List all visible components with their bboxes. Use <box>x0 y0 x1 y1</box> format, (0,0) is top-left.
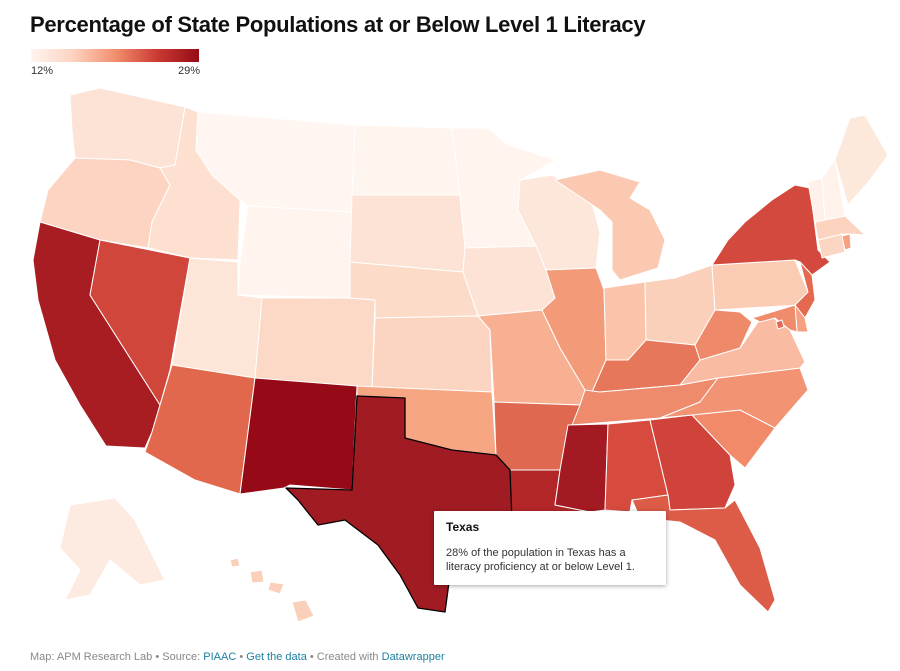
color-legend-bar <box>31 49 199 62</box>
state-florida[interactable] <box>631 494 776 613</box>
source-link[interactable]: PIAAC <box>203 651 237 663</box>
map-title: Percentage of State Populations at or Be… <box>30 12 646 37</box>
legend-min-label: 12% <box>31 65 54 77</box>
state-north-dakota[interactable] <box>351 124 461 196</box>
legend-max-label: 29% <box>178 65 201 77</box>
datawrapper-link[interactable]: Datawrapper <box>381 651 445 663</box>
state-washington[interactable] <box>69 87 186 169</box>
map-credit: Map: APM Research Lab <box>30 651 153 663</box>
state-maine[interactable] <box>834 114 889 206</box>
source-prefix: Source: <box>162 651 201 663</box>
state-new-mexico[interactable] <box>239 377 358 495</box>
state-hawaii-3[interactable] <box>267 581 285 595</box>
state-colorado[interactable] <box>254 297 376 391</box>
state-hawaii-4[interactable] <box>291 599 315 623</box>
footer-separator: • <box>239 651 244 663</box>
state-hawaii-2[interactable] <box>249 569 265 584</box>
footer-separator: • <box>309 651 314 663</box>
footer-credits: Map: APM Research Lab • Source: PIAAC • … <box>30 651 445 663</box>
state-michigan[interactable] <box>554 169 666 281</box>
state-wyoming[interactable] <box>237 205 353 299</box>
tooltip-state-name: Texas <box>446 520 480 534</box>
state-pennsylvania[interactable] <box>711 259 809 311</box>
state-tooltip: Texas 28% of the population in Texas has… <box>434 511 666 585</box>
get-data-link[interactable]: Get the data <box>246 651 307 663</box>
state-rhode-island[interactable] <box>841 233 852 251</box>
state-dc[interactable] <box>775 319 785 330</box>
state-alaska[interactable] <box>59 497 166 601</box>
created-with-prefix: Created with <box>316 651 379 663</box>
state-new-hampshire[interactable] <box>821 159 846 221</box>
state-kansas[interactable] <box>371 315 493 393</box>
tooltip-description: 28% of the population in Texas has a lit… <box>446 547 635 573</box>
state-south-dakota[interactable] <box>349 194 466 273</box>
state-maryland[interactable] <box>751 304 798 333</box>
footer-separator: • <box>155 651 160 663</box>
state-hawaii-1[interactable] <box>229 557 241 568</box>
